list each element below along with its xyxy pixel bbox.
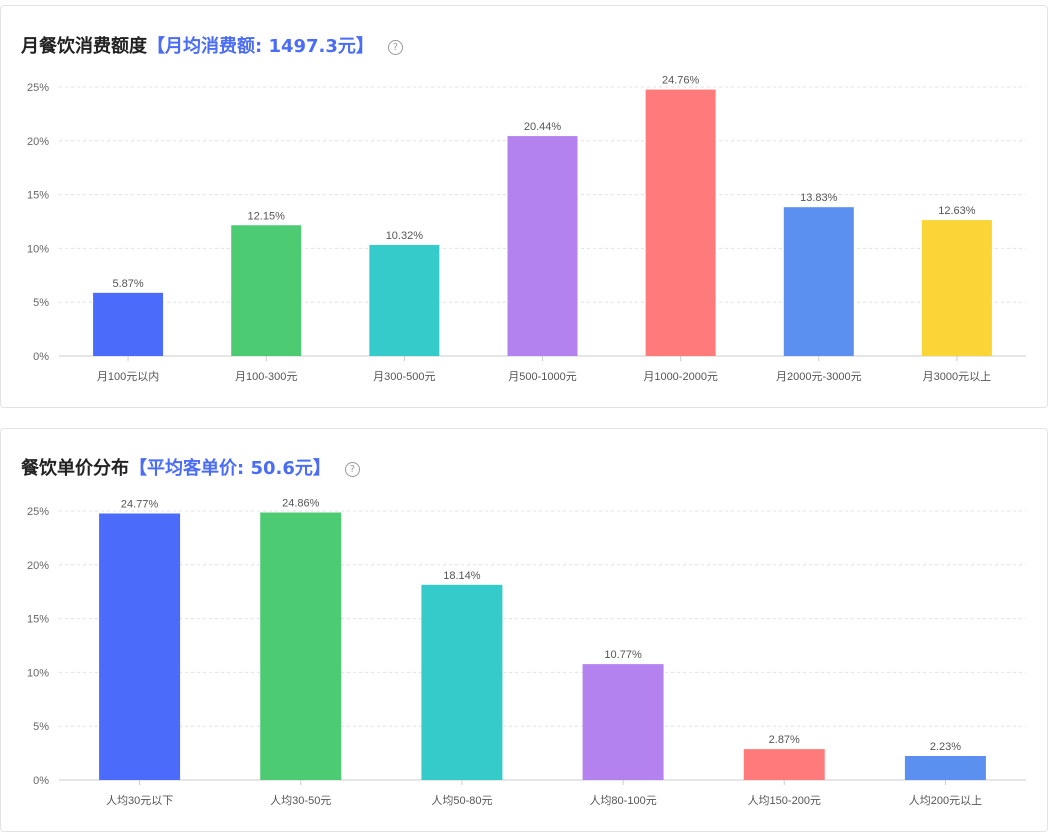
monthly-spend-card: 月餐饮消费额度【月均消费额: 1497.3元】? 0% 5% 10% 15% 20% 25… — [0, 5, 1048, 408]
y-tick-label: 20% — [27, 560, 49, 572]
data-label: 2.23% — [930, 741, 961, 753]
data-label: 2.87% — [769, 734, 800, 746]
bar-chart-monthly-spend: 0% 5% 10% 15% 20% 25% 5.87% 月100元以内 12.15% 月100-3… — [27, 75, 1026, 383]
help-icon[interactable]: ? — [387, 39, 403, 55]
data-label: 24.77% — [121, 498, 159, 510]
bar — [904, 756, 986, 780]
x-tick-label: 月300-500元 — [373, 371, 435, 383]
y-tick-label: 25% — [27, 506, 49, 518]
data-label: 5.87% — [112, 278, 143, 290]
x-tick-label: 月1000-2000元 — [643, 371, 718, 383]
x-tick-label: 月2000元-3000元 — [776, 371, 862, 383]
bar — [93, 292, 164, 356]
y-tick-label: 5% — [33, 297, 49, 309]
x-tick-label: 人均50-80元 — [431, 794, 492, 807]
bar — [421, 584, 503, 780]
y-tick-label: 25% — [27, 82, 49, 94]
data-label: 20.44% — [524, 121, 562, 133]
data-label: 24.76% — [662, 75, 700, 87]
y-tick-label: 10% — [27, 243, 49, 255]
x-tick-label: 人均150-200元 — [748, 794, 821, 807]
data-label: 18.14% — [443, 570, 481, 582]
x-tick-label: 人均30-50元 — [270, 794, 331, 807]
bar — [921, 220, 992, 356]
bar — [645, 89, 716, 356]
y-tick-label: 5% — [33, 721, 49, 733]
x-tick-label: 月100元以内 — [97, 369, 159, 383]
y-tick-label: 20% — [27, 136, 49, 148]
title-text: 餐饮单价分布 — [21, 458, 129, 479]
bar — [783, 207, 854, 356]
bar — [231, 225, 302, 356]
x-tick-label: 月500-1000元 — [508, 371, 577, 383]
data-label: 10.77% — [604, 649, 642, 661]
y-tick-label: 15% — [27, 614, 49, 626]
y-tick-label: 15% — [27, 190, 49, 202]
y-tick-label: 0% — [33, 775, 49, 787]
x-tick-label: 人均200元以上 — [909, 794, 982, 807]
bar — [260, 512, 342, 780]
data-label: 12.15% — [248, 210, 286, 222]
data-label: 10.32% — [386, 230, 424, 242]
unit-price-card: 餐饮单价分布【平均客单价: 50.6元】? 0% 5% 10% 15% 20% 25% 24… — [0, 428, 1048, 832]
help-icon[interactable]: ? — [344, 461, 360, 477]
x-tick-label: 人均80-100元 — [589, 794, 656, 807]
x-tick-label: 人均30元以下 — [106, 794, 173, 807]
data-label: 24.86% — [282, 498, 320, 510]
y-tick-label: 10% — [27, 667, 49, 679]
title-highlight: 【月均消费额: 1497.3元】 — [147, 36, 374, 57]
chart-title: 餐饮单价分布【平均客单价: 50.6元】? — [21, 454, 360, 480]
bar — [743, 749, 825, 780]
bar — [507, 136, 578, 356]
bar-chart-unit-price: 0% 5% 10% 15% 20% 25% 24.77% 人均30元以下 24.86% 人均30-… — [27, 498, 1026, 807]
bar — [369, 244, 440, 356]
title-text: 月餐饮消费额度 — [21, 36, 147, 57]
bar — [99, 513, 181, 780]
data-label: 12.63% — [938, 205, 976, 217]
title-highlight: 【平均客单价: 50.6元】 — [129, 458, 331, 479]
chart-title: 月餐饮消费额度【月均消费额: 1497.3元】? — [21, 32, 403, 58]
y-tick-label: 0% — [33, 351, 49, 363]
x-tick-label: 月100-300元 — [235, 371, 297, 383]
x-tick-label: 月3000元以上 — [923, 370, 991, 383]
data-label: 13.83% — [800, 192, 838, 204]
bar — [582, 664, 664, 780]
